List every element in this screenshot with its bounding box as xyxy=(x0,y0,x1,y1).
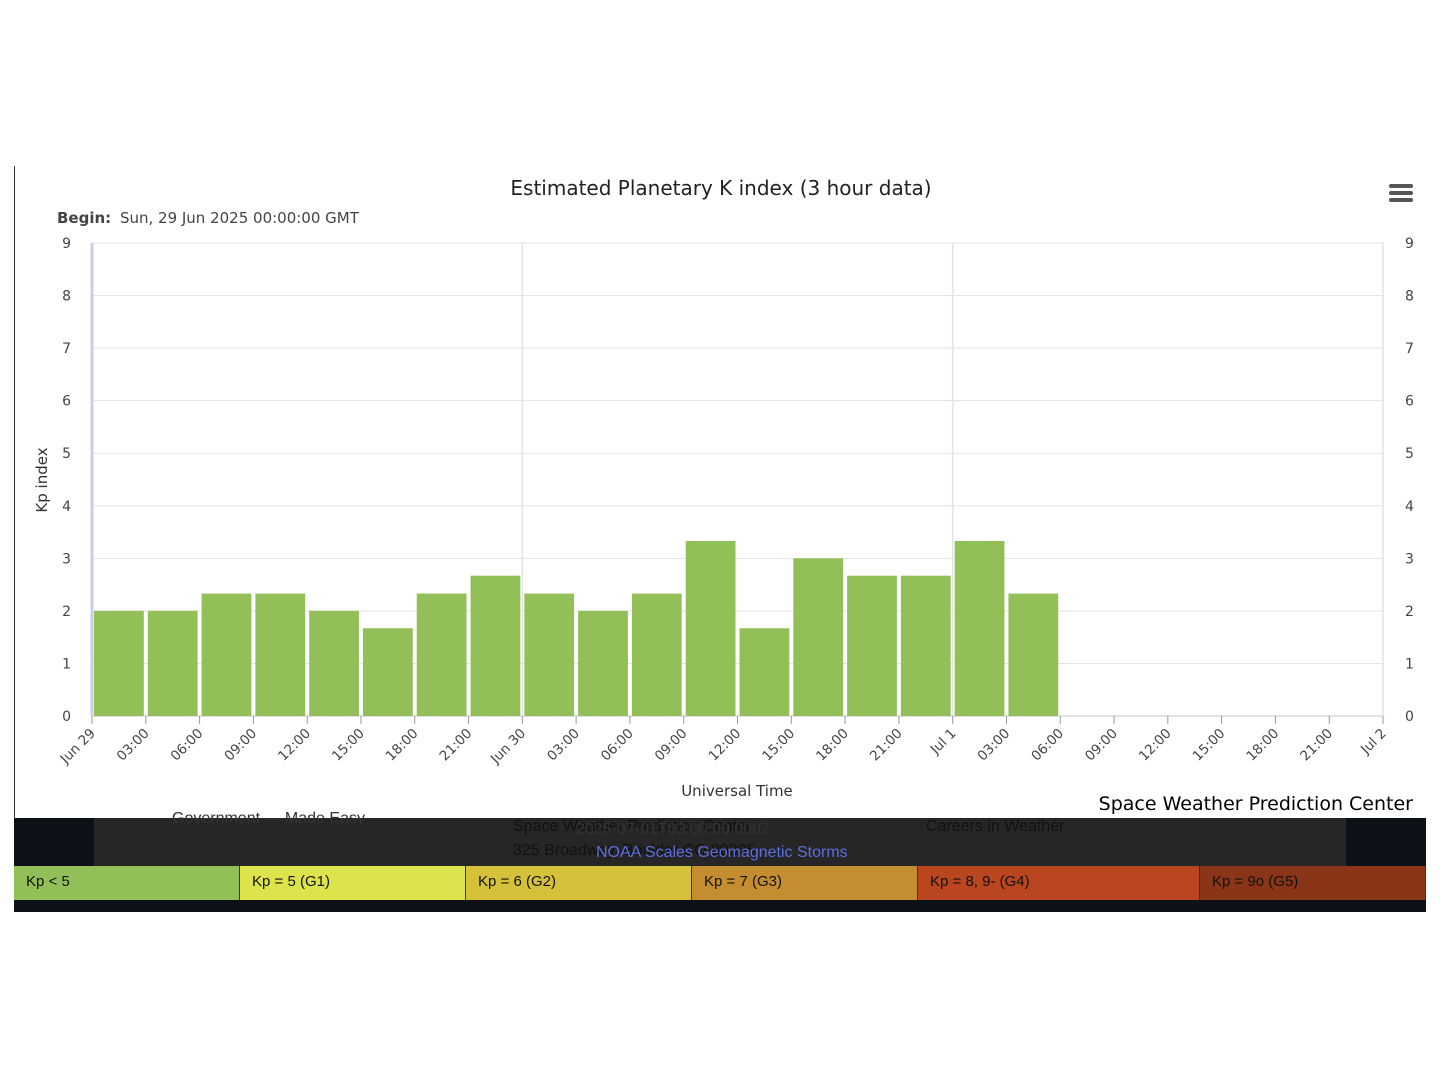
kp-bar xyxy=(578,610,628,716)
footer-left-text: Government — Made Easy xyxy=(172,810,365,827)
footer-timestamp: 2025-07-01T03:00:00.000Z xyxy=(576,821,771,838)
kp-bar xyxy=(793,558,844,716)
x-tick-label: 09:00 xyxy=(1082,726,1121,765)
y-tick-label-right: 2 xyxy=(1405,604,1414,620)
y-tick-label-right: 8 xyxy=(1405,289,1414,305)
x-tick-label: 18:00 xyxy=(813,726,852,765)
menu-icon-bar xyxy=(1389,184,1413,188)
chart-title: Estimated Planetary K index (3 hour data… xyxy=(510,176,931,200)
y-tick-label-left: 3 xyxy=(62,551,71,567)
kp-bar xyxy=(524,593,575,716)
x-axis-title: Universal Time xyxy=(681,782,793,800)
y-tick-label-right: 3 xyxy=(1405,551,1414,567)
subtitle-value: Sun, 29 Jun 2025 00:00:00 GMT xyxy=(120,209,360,227)
chart-subtitle: Begin: Sun, 29 Jun 2025 00:00:00 GMT xyxy=(57,209,360,227)
y-tick-label-left: 8 xyxy=(62,289,71,305)
y-tick-label-left: 6 xyxy=(62,394,71,410)
kp-bar xyxy=(309,610,359,716)
y-tick-label-left: 0 xyxy=(62,709,71,725)
noaa-scales-title[interactable]: NOAA Scales Geomagnetic Storms xyxy=(596,844,848,861)
x-tick-label: 15:00 xyxy=(329,726,368,765)
x-tick-label: 06:00 xyxy=(598,726,637,765)
kp-bar xyxy=(631,593,682,716)
kp-scale-item: Kp < 5 xyxy=(14,866,240,900)
kp-bar xyxy=(470,575,521,716)
menu-icon-bar xyxy=(1389,198,1413,202)
x-tick-label: 12:00 xyxy=(275,726,314,765)
x-tick-label: 21:00 xyxy=(1297,726,1336,765)
x-tick-label: 15:00 xyxy=(759,726,798,765)
x-tick-label: 03:00 xyxy=(114,726,153,765)
kp-bar xyxy=(685,540,736,716)
kp-bar xyxy=(1008,593,1059,716)
y-tick-label-right: 0 xyxy=(1405,709,1414,725)
footer-careers-link[interactable]: Careers in Weather xyxy=(926,818,1065,835)
x-tick-label: 21:00 xyxy=(437,726,476,765)
grid-layer xyxy=(90,242,1384,717)
kp-bar xyxy=(900,575,951,716)
kp-scale-legend: Kp < 5 Kp = 5 (G1) Kp = 6 (G2) Kp = 7 (G3) K… xyxy=(14,866,1426,900)
y-tick-label-left: 5 xyxy=(62,446,71,462)
x-tick-label: 03:00 xyxy=(974,726,1013,765)
x-tick-label: 09:00 xyxy=(221,726,260,765)
footer-overlay: Government — Made Easy Space Weather Pre… xyxy=(94,810,1346,866)
x-tick-label: 03:00 xyxy=(544,726,583,765)
kp-scale-item: Kp = 8, 9- (G4) xyxy=(918,866,1200,900)
x-tick-label: 06:00 xyxy=(168,726,207,765)
kp-scale-item: Kp = 5 (G1) xyxy=(240,866,466,900)
x-tick-label: 15:00 xyxy=(1190,726,1229,765)
kp-bar xyxy=(739,628,790,716)
x-tick-label: 18:00 xyxy=(383,726,422,765)
footer-address-line2: 325 Broadway, Boulder CO 80305 xyxy=(513,842,756,859)
kp-scale-item: Kp = 7 (G3) xyxy=(692,866,918,900)
x-tick-label: 12:00 xyxy=(1136,726,1175,765)
subtitle-label: Begin: xyxy=(57,209,111,227)
kp-bar xyxy=(954,540,1005,716)
y-tick-label-right: 1 xyxy=(1405,656,1414,672)
page-footer: Government — Made Easy Space Weather Pre… xyxy=(14,810,1426,912)
x-tick-label: Jul 2 xyxy=(1357,726,1390,759)
footer-address-line1: Space Weather Prediction Center xyxy=(513,818,752,835)
chart-panel: Estimated Planetary K index (3 hour data… xyxy=(14,166,1427,818)
y-tick-label-right: 4 xyxy=(1405,499,1414,515)
kp-scale-item: Kp = 9o (G5) xyxy=(1200,866,1426,900)
kp-bar xyxy=(147,610,198,716)
x-tick-label: 06:00 xyxy=(1028,726,1067,765)
bar-layer xyxy=(94,540,1059,716)
x-tick-label: 09:00 xyxy=(652,726,691,765)
y-tick-label-left: 1 xyxy=(62,656,71,672)
y-tick-label-right: 5 xyxy=(1405,446,1414,462)
y-tick-label-left: 7 xyxy=(62,341,71,357)
y-tick-label-right: 9 xyxy=(1405,236,1414,252)
kp-scale-item: Kp = 6 (G2) xyxy=(466,866,692,900)
x-tick-label: Jul 1 xyxy=(927,726,960,759)
kp-bar xyxy=(255,593,306,716)
y-tick-label-left: 4 xyxy=(62,499,71,515)
kp-bar xyxy=(416,593,467,716)
kp-bar xyxy=(94,610,144,716)
x-tick-label: Jun 30 xyxy=(487,726,529,768)
menu-icon-bar xyxy=(1389,191,1413,195)
x-tick-label: 18:00 xyxy=(1243,726,1282,765)
y-axis-title: Kp index xyxy=(33,447,51,512)
chart-menu-button[interactable] xyxy=(1389,184,1413,206)
y-tick-label-right: 6 xyxy=(1405,394,1414,410)
y-tick-label-left: 2 xyxy=(62,604,71,620)
x-tick-label: Jun 29 xyxy=(57,726,99,768)
kp-bar-chart: Estimated Planetary K index (3 hour data… xyxy=(33,176,1414,800)
kp-bar xyxy=(201,593,252,716)
y-tick-label-left: 9 xyxy=(62,236,71,252)
x-tick-label: 21:00 xyxy=(867,726,906,765)
kp-bar xyxy=(362,628,413,716)
kp-bar xyxy=(847,575,897,716)
x-tick-label: 12:00 xyxy=(706,726,745,765)
y-tick-label-right: 7 xyxy=(1405,341,1414,357)
chart-credit[interactable]: Space Weather Prediction Center xyxy=(1098,793,1413,815)
